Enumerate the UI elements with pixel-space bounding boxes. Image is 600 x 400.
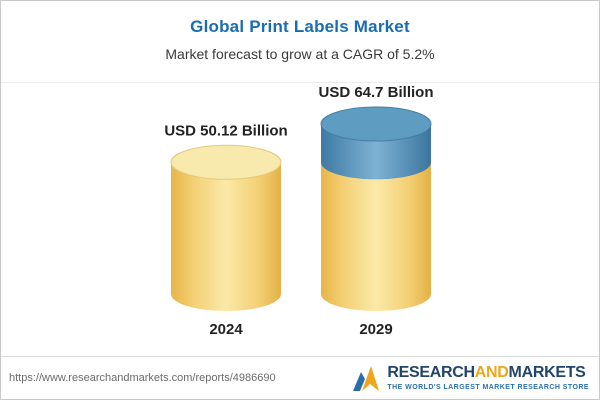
- value-label: USD 64.7 Billion: [318, 84, 433, 101]
- year-label: 2024: [209, 321, 243, 338]
- chart-subtitle: Market forecast to grow at a CAGR of 5.2…: [165, 46, 435, 62]
- report-url-link[interactable]: https://www.researchandmarkets.com/repor…: [9, 372, 276, 384]
- logo-word-and: AND: [474, 364, 509, 381]
- logo-mark-icon: [353, 366, 380, 391]
- chart-title: Global Print Labels Market: [190, 17, 410, 36]
- cylinder-bottom: [171, 277, 281, 311]
- chart-header: Global Print Labels Market Market foreca…: [1, 1, 599, 83]
- cylinder-top: [320, 106, 432, 142]
- cylinder-top: [170, 144, 282, 180]
- cylinder-bottom: [321, 277, 431, 311]
- cylinder-2029: USD 64.7 Billion 2029: [318, 84, 433, 338]
- logo-word-markets: MARKETS: [508, 364, 586, 381]
- logo-tagline: THE WORLD'S LARGEST MARKET RESEARCH STOR…: [387, 384, 589, 391]
- year-label: 2029: [359, 321, 392, 338]
- logo-word-research: RESEARCH: [387, 364, 475, 381]
- footer: https://www.researchandmarkets.com/repor…: [1, 356, 599, 399]
- logo-wordmark: RESEARCHANDMARKETS: [387, 365, 585, 381]
- cylinder-base-body: [321, 162, 431, 294]
- cylinder-2024: USD 50.12 Billion 2024: [164, 122, 287, 338]
- value-label: USD 50.12 Billion: [164, 122, 287, 139]
- cylinder-base-body: [171, 162, 281, 294]
- research-and-markets-logo: RESEARCHANDMARKETS THE WORLD'S LARGEST M…: [351, 363, 589, 393]
- logo-text: RESEARCHANDMARKETS THE WORLD'S LARGEST M…: [387, 365, 589, 392]
